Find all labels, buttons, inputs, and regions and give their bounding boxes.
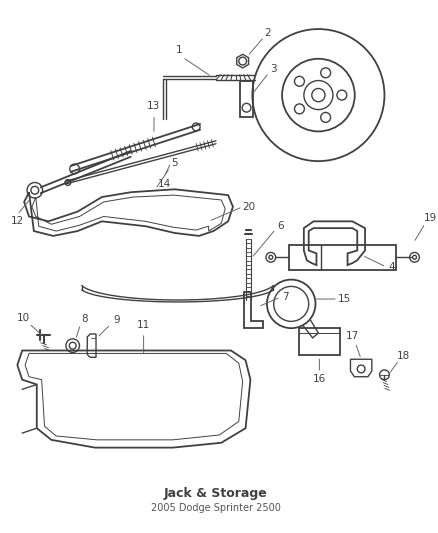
Bar [299, 328, 340, 356]
Text: 10: 10 [17, 313, 30, 324]
Text: 16: 16 [313, 374, 326, 384]
Text: 20: 20 [242, 202, 255, 212]
Text: 15: 15 [338, 294, 351, 304]
Text: 12: 12 [11, 216, 24, 227]
Text: 9: 9 [113, 316, 120, 326]
Text: 11: 11 [137, 320, 150, 330]
Text: 19: 19 [424, 213, 437, 223]
Bar [240, 80, 253, 117]
Text: 8: 8 [81, 314, 88, 325]
Text: 17: 17 [346, 331, 359, 341]
Text: 13: 13 [147, 101, 160, 111]
Text: 4: 4 [389, 262, 396, 272]
Text: 2: 2 [265, 28, 271, 38]
Text: 18: 18 [397, 351, 410, 361]
Text: 7: 7 [282, 292, 289, 302]
Text: 6: 6 [277, 221, 284, 231]
Text: 3: 3 [270, 64, 277, 74]
Text: Jack & Storage: Jack & Storage [163, 487, 267, 500]
Text: 14: 14 [158, 179, 171, 189]
Text: 2005 Dodge Sprinter 2500: 2005 Dodge Sprinter 2500 [151, 503, 280, 513]
Bar [289, 245, 396, 270]
Text: 1: 1 [176, 45, 183, 55]
Text: 5: 5 [171, 158, 178, 168]
